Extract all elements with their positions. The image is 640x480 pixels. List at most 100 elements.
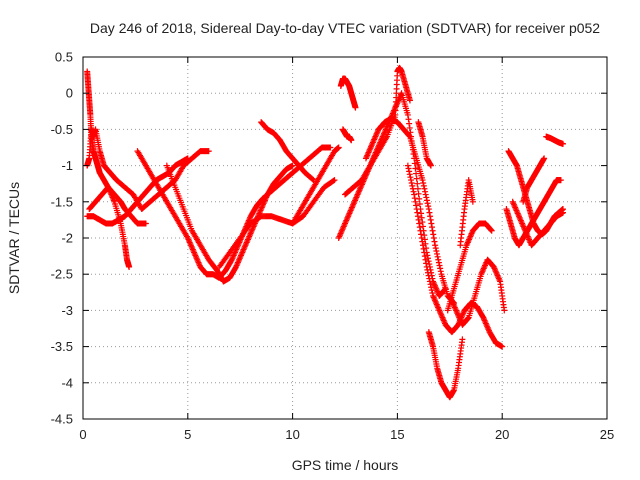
data-point: [434, 253, 441, 260]
data-point: [429, 290, 436, 297]
data-point: [421, 249, 428, 256]
data-point: [427, 281, 434, 288]
data-point: [409, 182, 416, 189]
y-tick-label: -2: [61, 231, 73, 246]
data-point: [406, 124, 413, 131]
data-point: [437, 265, 444, 272]
data-point: [423, 263, 430, 270]
data-point: [420, 179, 427, 186]
data-point: [559, 140, 566, 147]
y-tick-label: -1: [61, 158, 73, 173]
x-axis-label: GPS time / hours: [292, 457, 399, 473]
series-s5: [134, 144, 334, 281]
data-point: [327, 144, 334, 151]
data-point: [431, 238, 438, 245]
data-point: [416, 220, 423, 227]
data-point: [352, 104, 359, 111]
data-point: [416, 195, 423, 202]
data-point: [559, 209, 566, 216]
data-point: [424, 266, 431, 273]
data-point: [420, 245, 427, 252]
data-point: [499, 343, 506, 350]
y-tick-label: -3: [61, 303, 73, 318]
data-point: [417, 227, 424, 234]
series-s10: [337, 75, 359, 111]
data-point: [427, 216, 434, 223]
x-axis-ticks: 0 5 10 15 20 25: [79, 57, 614, 442]
data-point: [348, 137, 355, 144]
data-point: [407, 174, 414, 181]
data-point: [412, 198, 419, 205]
x-tick-label: 5: [184, 427, 191, 442]
data-point: [426, 209, 433, 216]
series-s15: [404, 162, 506, 350]
data-point: [541, 155, 548, 162]
data-point: [416, 224, 423, 231]
data-point: [419, 242, 426, 249]
data-point: [413, 206, 420, 213]
data-point: [405, 116, 412, 123]
data-point: [422, 191, 429, 198]
data-point: [469, 198, 476, 205]
data-point: [404, 162, 411, 169]
data-point: [415, 216, 422, 223]
data-point: [412, 165, 419, 172]
data-point: [488, 227, 495, 234]
x-tick-label: 25: [600, 427, 614, 442]
data-point: [421, 253, 428, 260]
data-point: [423, 260, 430, 267]
data-point: [435, 259, 442, 266]
data-point: [205, 148, 212, 155]
y-axis-label: SDTVAR / TECUs: [6, 182, 22, 294]
data-point: [428, 284, 435, 291]
data-point: [413, 202, 420, 209]
data-point: [406, 120, 413, 127]
data-point: [425, 272, 432, 279]
data-point: [425, 269, 432, 276]
data-point: [557, 177, 564, 184]
y-tick-label: -1.5: [51, 194, 73, 209]
data-point: [430, 231, 437, 238]
data-point: [406, 168, 413, 175]
data-point: [418, 235, 425, 241]
data-point: [429, 227, 436, 234]
data-point: [419, 219, 426, 226]
series-s9: [289, 144, 342, 227]
data-point: [414, 213, 421, 220]
series-s8: [258, 119, 317, 184]
x-tick-label: 15: [390, 427, 404, 442]
data-point: [419, 223, 426, 230]
data-point: [418, 214, 425, 221]
data-point: [430, 235, 437, 241]
data-point: [419, 238, 426, 245]
x-tick-label: 10: [285, 427, 299, 442]
data-point: [424, 200, 431, 207]
y-tick-label: -4.5: [51, 412, 73, 427]
series-s25: [520, 155, 548, 205]
series-s11: [339, 126, 355, 144]
data-point: [409, 185, 416, 192]
data-point: [501, 307, 508, 314]
data-point: [420, 182, 427, 189]
series-s7: [216, 177, 338, 270]
data-point: [414, 180, 421, 187]
data-point: [404, 111, 411, 118]
series-s4: [86, 184, 133, 270]
y-tick-label: 0: [66, 86, 73, 101]
data-point: [488, 227, 495, 234]
data-point: [142, 220, 149, 227]
data-point: [419, 177, 426, 184]
y-axis-ticks: 0.5 0 -0.5 -1 -1.5 -2 -2.5 -3 -3.5 -4 -4.5: [51, 50, 607, 427]
data-point: [422, 188, 429, 195]
series-s17: [425, 329, 466, 401]
data-points: [84, 64, 566, 401]
data-point: [422, 256, 429, 263]
series-s19: [446, 256, 508, 328]
data-point: [414, 185, 421, 192]
data-point: [437, 268, 444, 275]
data-point: [432, 242, 439, 249]
series-s24: [543, 133, 566, 147]
data-point: [425, 206, 432, 213]
series-s16: [415, 119, 434, 169]
